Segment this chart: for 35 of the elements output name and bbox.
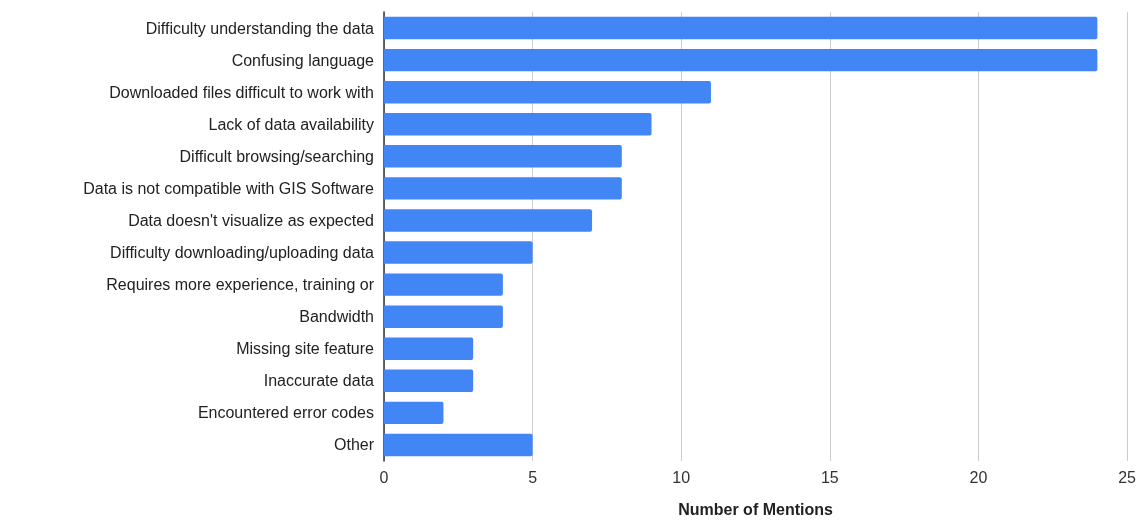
y-tick-label: Difficulty downloading/uploading data (110, 244, 375, 262)
y-tick-label: Lack of data availability (208, 115, 374, 133)
bar (384, 80, 711, 104)
y-tick-label: Requires more experience, training or (106, 276, 375, 294)
bar (384, 305, 503, 328)
bar (384, 16, 1098, 40)
y-tick-label: Difficult browsing/searching (179, 147, 374, 165)
bar (384, 113, 652, 136)
bar (384, 273, 503, 296)
x-tick-label: 0 (379, 468, 389, 486)
y-tick-label: Missing site feature (236, 340, 375, 358)
y-tick-label: Encountered error codes (197, 404, 374, 422)
x-tick-label: 5 (528, 468, 538, 486)
y-tick-label: Data is not compatible with GIS Software (83, 179, 375, 197)
x-tick-label: 10 (672, 468, 691, 486)
y-tick-label: Downloaded files difficult to work with (109, 83, 374, 101)
bar (384, 337, 474, 360)
y-tick-label: Difficulty understanding the data (145, 19, 375, 37)
x-axis-title: Number of Mentions (678, 500, 833, 518)
bar (384, 369, 474, 393)
x-tick-label: 15 (820, 468, 839, 486)
bar (384, 241, 533, 264)
y-tick-label: Other (333, 436, 375, 454)
bar (384, 433, 533, 457)
bar (384, 145, 622, 168)
y-tick-label: Inaccurate data (263, 372, 375, 390)
x-tick-label: 20 (969, 468, 988, 486)
y-tick-label: Data doesn't visualize as expected (128, 211, 374, 229)
bar (384, 48, 1098, 72)
bar (384, 209, 593, 232)
x-tick-label: 25 (1118, 468, 1137, 486)
y-tick-label: Confusing language (231, 51, 375, 69)
bar (384, 401, 444, 425)
bar (384, 177, 622, 200)
y-tick-label: Bandwidth (299, 308, 374, 326)
